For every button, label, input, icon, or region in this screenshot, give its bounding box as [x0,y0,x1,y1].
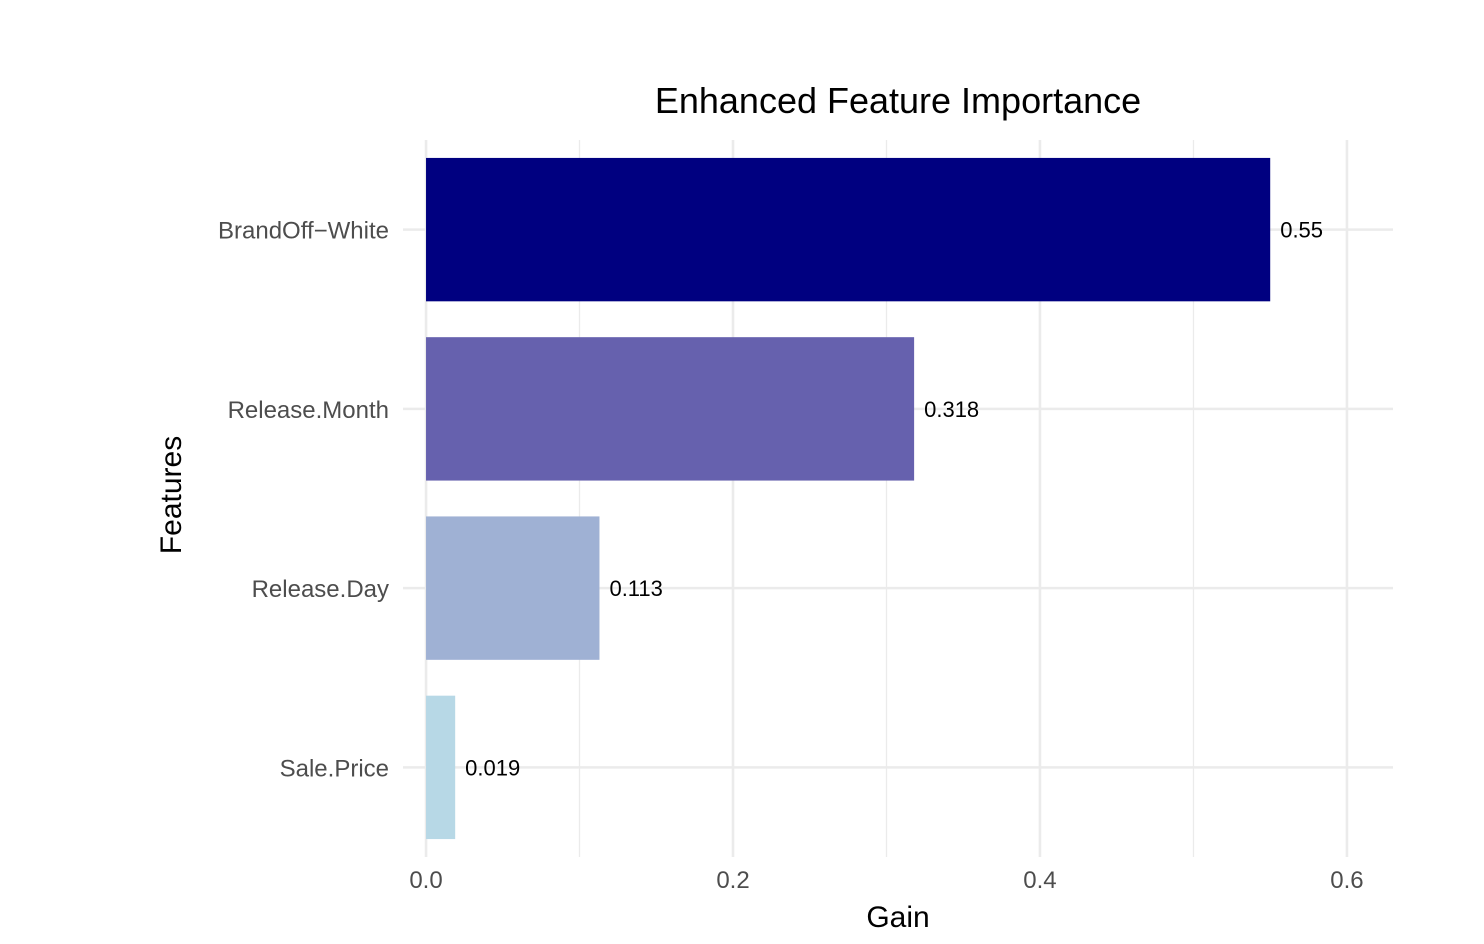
x-axis-tick-labels: 0.0 0.2 0.4 0.6 [409,867,1363,894]
y-tick-label: Release.Month [228,397,389,424]
y-tick-label: Sale.Price [280,755,389,782]
bar-value-label: 0.113 [609,576,662,601]
bar-value-label: 0.019 [465,755,520,780]
y-axis-title: Features [155,436,188,554]
y-tick-label: BrandOff−White [218,218,389,245]
x-tick-label: 0.4 [1023,867,1056,894]
y-axis-tick-labels: BrandOff−White Release.Month Release.Day Sa… [218,218,389,783]
chart-title: Enhanced Feature Importance [655,80,1141,121]
bar-value-label: 0.318 [924,397,979,422]
value-labels: 0.55 0.318 0.113 0.019 [465,218,1323,781]
bar [426,337,915,481]
y-tick-label: Release.Day [252,576,389,603]
bar [426,157,1271,302]
x-tick-label: 0.6 [1330,867,1363,894]
x-tick-label: 0.0 [409,867,442,894]
bar-value-label: 0.55 [1280,218,1323,243]
x-tick-label: 0.2 [716,867,749,894]
bars [426,157,1271,840]
bar [426,695,456,840]
x-axis-title: Gain [866,901,929,934]
bar [426,516,600,660]
